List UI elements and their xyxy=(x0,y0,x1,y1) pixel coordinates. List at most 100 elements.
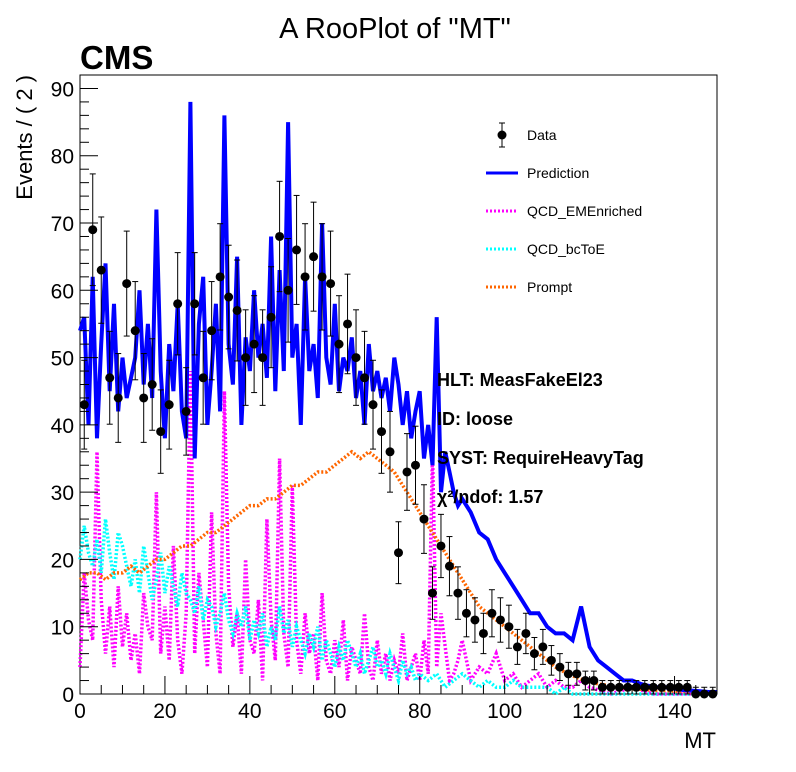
x-axis-title: MT xyxy=(684,728,716,753)
cms-label: CMS xyxy=(80,39,153,76)
axes-ticks: 0 20 40 60 80 100 120 140 0 10 20 30 40 50 60 70 80 90 xyxy=(51,74,718,723)
data-point xyxy=(207,326,217,336)
data-point xyxy=(623,682,633,692)
data-point xyxy=(478,628,488,638)
data-point xyxy=(79,400,89,410)
x-tick-label: 20 xyxy=(153,700,176,723)
x-tick-label: 100 xyxy=(487,700,522,723)
data-point xyxy=(461,608,471,618)
data-point xyxy=(130,326,140,336)
data-point xyxy=(181,406,191,416)
data-point xyxy=(631,682,641,692)
data-point xyxy=(674,682,684,692)
data-point xyxy=(198,373,208,383)
series-prediction-line xyxy=(78,101,717,694)
data-point xyxy=(529,649,539,659)
data-point xyxy=(360,373,370,383)
data-point xyxy=(139,393,149,403)
data-point xyxy=(682,682,692,692)
x-tick-label: 120 xyxy=(572,700,607,723)
data-point xyxy=(538,642,548,652)
data-point xyxy=(665,682,675,692)
data-point xyxy=(419,514,429,524)
data-point xyxy=(215,272,225,282)
legend-prediction-label: Prediction xyxy=(527,165,589,181)
x-tick-label: 40 xyxy=(238,700,261,723)
data-point xyxy=(402,467,412,477)
x-tick-label: 0 xyxy=(74,700,86,723)
data-point xyxy=(164,400,174,410)
data-point xyxy=(113,393,123,403)
data-point xyxy=(444,561,454,571)
y-tick-label: 60 xyxy=(51,280,74,303)
data-point xyxy=(147,380,157,389)
y-tick-label: 10 xyxy=(51,617,74,640)
y-axis-title: Events / ( 2 ) xyxy=(12,75,37,200)
data-point xyxy=(343,319,353,329)
data-point xyxy=(122,279,132,289)
data-point xyxy=(156,427,166,437)
legend-qcd-bctoe-label: QCD_bcToE xyxy=(527,241,605,257)
data-point xyxy=(377,427,387,437)
legend-data-label: Data xyxy=(527,127,557,143)
data-point xyxy=(589,676,599,686)
data-point xyxy=(232,305,242,315)
data-point xyxy=(470,615,480,625)
data-point xyxy=(427,588,437,598)
y-tick-label: 90 xyxy=(51,78,74,101)
y-tick-label: 30 xyxy=(51,482,74,505)
data-point xyxy=(292,245,302,255)
y-tick-label: 40 xyxy=(51,415,74,438)
data-point xyxy=(512,642,522,652)
annotations: HLT: MeasFakeEl23 ID: loose SYST: RequireH… xyxy=(437,370,644,507)
x-tick-label: 140 xyxy=(657,700,692,723)
data-point xyxy=(453,588,463,598)
data-point xyxy=(300,272,310,282)
data-point xyxy=(317,272,327,282)
data-point xyxy=(351,353,361,363)
annotation-text: χ²/ndof: 1.57 xyxy=(437,487,543,507)
data-point xyxy=(657,682,667,692)
x-tick-label: 60 xyxy=(323,700,346,723)
data-point xyxy=(555,662,565,672)
y-tick-label: 80 xyxy=(51,146,74,169)
legend: Data Prediction QCD_EMEnriched QCD_bcToE Pro… xyxy=(486,122,642,295)
data-point xyxy=(563,669,573,679)
data-point xyxy=(495,615,505,625)
y-tick-label: 20 xyxy=(51,549,74,572)
data-point xyxy=(504,622,514,632)
data-point xyxy=(96,265,106,275)
data-point xyxy=(309,252,319,262)
data-point xyxy=(258,353,268,363)
data-point xyxy=(394,548,403,558)
data-point xyxy=(546,655,556,665)
series-qcd-bctoe-line xyxy=(78,518,717,697)
y-tick-label: 0 xyxy=(62,684,74,707)
data-point xyxy=(368,400,378,410)
data-point xyxy=(326,279,336,289)
chart-title: A RooPlot of "MT" xyxy=(279,13,511,45)
data-point xyxy=(708,689,718,699)
y-tick-label: 50 xyxy=(51,348,74,371)
data-point xyxy=(283,285,293,295)
annotation-text: HLT: MeasFakeEl23 xyxy=(437,370,603,390)
data-point xyxy=(410,460,420,470)
data-point xyxy=(487,608,497,618)
data-point xyxy=(436,541,446,551)
plot-area xyxy=(78,101,718,699)
data-point xyxy=(385,447,395,457)
annotation-text: SYST: RequireHeavyTag xyxy=(437,448,644,468)
data-point xyxy=(614,682,624,692)
data-point xyxy=(266,312,276,322)
data-point xyxy=(572,669,582,679)
legend-qcd-emenriched-label: QCD_EMEnriched xyxy=(527,203,642,219)
x-tick-label: 80 xyxy=(408,700,431,723)
y-tick-label: 70 xyxy=(51,213,74,236)
data-point xyxy=(275,231,285,241)
legend-data-marker xyxy=(497,130,507,140)
data-point xyxy=(334,339,344,349)
data-point xyxy=(241,353,251,363)
data-point xyxy=(640,682,650,692)
data-point xyxy=(224,292,234,302)
